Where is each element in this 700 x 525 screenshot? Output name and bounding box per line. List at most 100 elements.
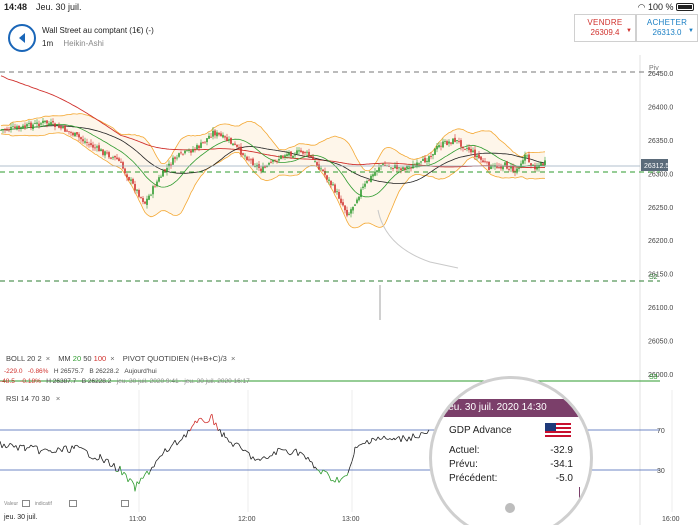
candle-body: [176, 157, 178, 159]
candle-body: [502, 166, 504, 170]
candle-body: [280, 155, 282, 159]
candle-body: [44, 120, 46, 123]
calendar-icon[interactable]: [69, 500, 78, 507]
candle-body: [242, 153, 244, 155]
rsi-upper: 70: [31, 394, 40, 403]
rsi-segment: [38, 450, 42, 455]
candle-body: [324, 170, 326, 175]
candle-body: [206, 138, 208, 143]
rsi-segment: [86, 450, 90, 458]
rsi-segment: [189, 426, 193, 432]
rsi-segment: [99, 454, 103, 460]
boll-dev: 2: [37, 354, 42, 363]
candle-body: [94, 147, 96, 149]
candle-body: [20, 126, 22, 128]
candle-body: [32, 124, 34, 130]
pivot-name[interactable]: PIVOT: [122, 354, 146, 363]
rsi-segment: [346, 472, 349, 476]
buy-button[interactable]: ACHETER 26313.0 ▼: [636, 14, 698, 42]
sell-button[interactable]: VENDRE 26309.4 ▼: [574, 14, 636, 42]
candle-body: [156, 181, 158, 187]
change-today: -229.0: [4, 368, 23, 375]
previous-label: Précédent:: [449, 473, 498, 484]
rsi-segment: [297, 451, 301, 456]
bollinger-upper: [0, 113, 546, 172]
back-button[interactable]: [8, 24, 36, 52]
candle-body: [12, 126, 14, 128]
value-label[interactable]: Valeur: [4, 501, 19, 507]
candle-body: [120, 161, 122, 163]
candle-body: [286, 154, 288, 157]
candle-body: [300, 150, 302, 153]
candle-body: [48, 123, 50, 125]
rsi-segment: [59, 448, 63, 453]
buy-label: ACHETER: [646, 18, 688, 27]
candle-body: [452, 138, 454, 145]
candle-body: [466, 148, 468, 149]
candle-body: [0, 129, 2, 131]
rsi-segment: [183, 434, 187, 438]
candle-body: [508, 169, 510, 170]
rsi-segment: [418, 432, 422, 439]
candle-body: [178, 153, 180, 157]
rsi-close-icon[interactable]: ×: [55, 394, 61, 403]
rsi-name[interactable]: RSI: [6, 394, 19, 403]
economic-event-popup[interactable]: jeu. 30 juil. 2020 14:30 GDP Advance Act…: [429, 376, 593, 525]
candle-body: [212, 130, 214, 137]
calendar-icon[interactable]: [22, 500, 31, 507]
candle-body: [58, 125, 60, 128]
candle-body: [200, 142, 202, 149]
candle-body: [282, 155, 284, 157]
candle-body: [160, 176, 162, 178]
candle-body: [136, 189, 138, 191]
candle-body: [480, 156, 482, 160]
candle-body: [528, 154, 530, 163]
candle-body: [106, 152, 108, 154]
candle-body: [484, 161, 486, 163]
candle-body: [86, 141, 88, 143]
rsi-segment: [353, 446, 356, 455]
mm-name[interactable]: MM: [58, 354, 71, 363]
pivot-close-icon[interactable]: ×: [230, 354, 236, 363]
rsi-segment: [299, 451, 303, 454]
timeframe-selector[interactable]: 1m: [42, 39, 54, 48]
rsi-segment: [336, 476, 340, 483]
rsi-segment: [412, 433, 416, 438]
candle-body: [322, 169, 324, 172]
boll-name[interactable]: BOLL: [6, 354, 25, 363]
rsi-segment: [373, 438, 377, 441]
rsi-segment: [347, 466, 351, 474]
rsi-segment: [271, 451, 275, 456]
candle-body: [108, 152, 110, 158]
event-card-border: [498, 487, 580, 525]
caret-down-icon: ▼: [626, 28, 632, 34]
rsi-segment: [240, 447, 244, 451]
rsi-segment: [194, 420, 198, 424]
rsi-segment: [387, 438, 391, 440]
candle-body: [22, 125, 24, 129]
boll-close-icon[interactable]: ×: [45, 354, 51, 363]
rsi-segment: [32, 445, 36, 448]
forecast-value: -34.1: [550, 459, 573, 470]
rsi-segment: [94, 457, 98, 461]
candle-body: [368, 179, 370, 181]
calendar-icon[interactable]: [120, 500, 129, 507]
candle-body: [516, 168, 518, 172]
candle-body: [128, 177, 130, 181]
rsi-segment: [103, 458, 107, 464]
rsi-segment: [24, 447, 28, 452]
rsi-segment: [46, 449, 50, 452]
rsi-segment: [263, 456, 267, 459]
rsi-segment: [213, 422, 217, 426]
candle-body: [304, 152, 306, 154]
chart-type-selector[interactable]: Heikin-Ashi: [63, 39, 104, 48]
rsi-segment: [196, 418, 200, 424]
candle-body: [460, 140, 462, 147]
candle-body: [72, 132, 74, 136]
rsi-segment: [42, 448, 46, 451]
indicator-label[interactable]: indicatif: [34, 501, 52, 507]
page-indicator-dot[interactable]: [505, 503, 515, 513]
mm-close-icon[interactable]: ×: [110, 354, 115, 363]
rsi-segment: [61, 446, 65, 452]
